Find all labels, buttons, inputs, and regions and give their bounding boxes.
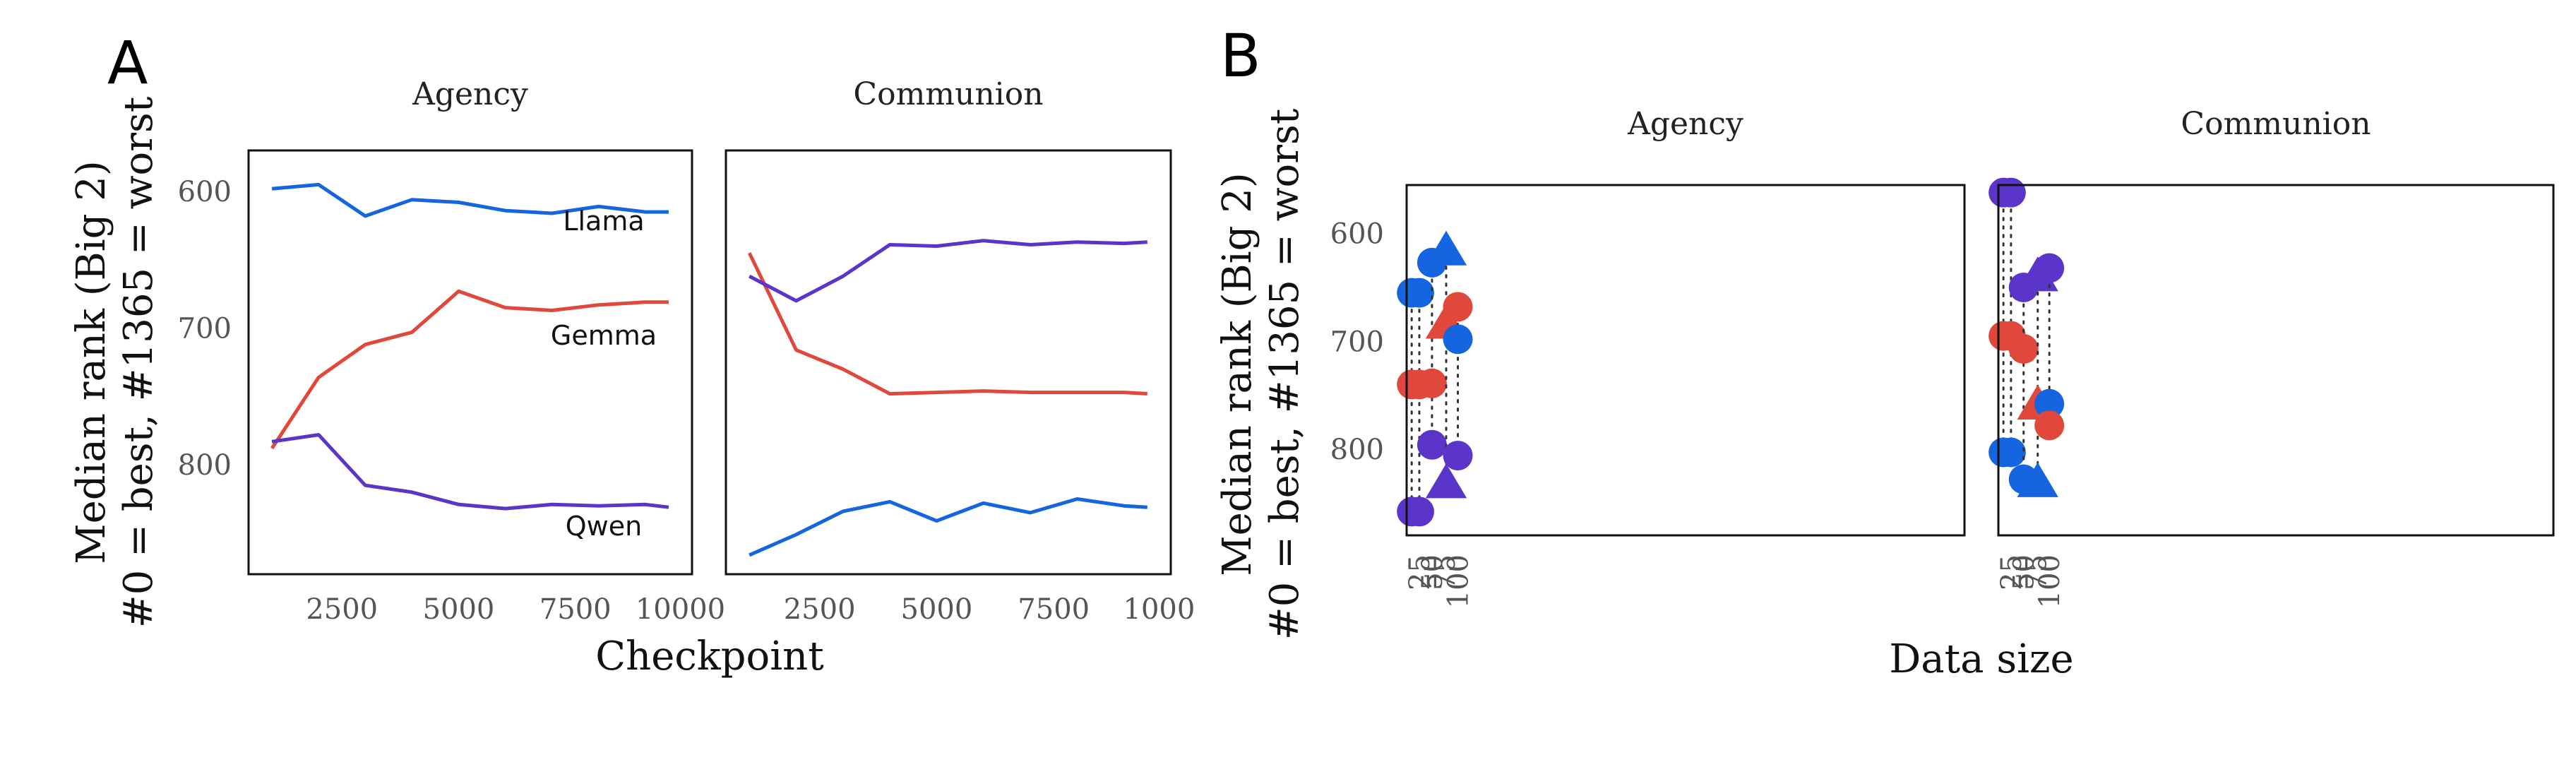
panel-b-agency-point-gemma-x50 bbox=[1417, 368, 1447, 398]
panel-b-agency-point-qwen-x78 bbox=[1425, 463, 1467, 499]
panel-a-agency-x-tick-7500: 7500 bbox=[539, 593, 612, 626]
panel-b-agency-point-qwen-x25 bbox=[1404, 497, 1434, 527]
panel-a: A Agency 2500 5000 7500 10000 600 700 800 Llama G… bbox=[68, 28, 1195, 679]
panel-a-communion-x-tick-7500: 7500 bbox=[1018, 593, 1090, 626]
panel-a-agency-frame bbox=[247, 149, 693, 576]
panel-b-agency-point-gemma-x101 bbox=[1443, 292, 1473, 322]
panel-b-y-axis-title: Median rank (Big 2) bbox=[1215, 172, 1260, 576]
panel-a-agency-x-tick-5000: 5000 bbox=[423, 593, 495, 626]
panel-b-agency-x-tick-50: 50 bbox=[1417, 554, 1449, 590]
panel-b-communion-point-llama-x78 bbox=[2017, 462, 2058, 497]
panel-a-y-tick-800: 800 bbox=[178, 449, 232, 482]
panel-b-communion-point-gemma-x50 bbox=[2008, 333, 2039, 364]
panel-a-y-axis-title: Median rank (Big 2) bbox=[68, 160, 114, 564]
panel-b-y-tick-700: 700 bbox=[1330, 326, 1384, 358]
panel-a-agency-line-llama bbox=[271, 182, 669, 218]
panel-b-agency-point-llama-x25 bbox=[1404, 278, 1434, 308]
panel-b-communion-point-llama-x101 bbox=[2034, 388, 2065, 419]
panel-a-line-label-llama: Llama bbox=[563, 206, 644, 237]
panel-b-communion-frame bbox=[1997, 184, 2555, 537]
panel-a-y-tick-600: 600 bbox=[178, 176, 232, 208]
panel-b-agency-point-qwen-x101 bbox=[1443, 441, 1473, 471]
panel-a-agency-line-qwen bbox=[271, 433, 669, 511]
panel-a-facet-title-communion: Communion bbox=[853, 76, 1043, 112]
panel-a-communion-line-llama bbox=[749, 497, 1147, 557]
panel-b-communion-x-tick-100: 100 bbox=[2034, 554, 2066, 608]
panel-a-communion-frame bbox=[724, 149, 1172, 576]
panel-b-facet-title-agency: Agency bbox=[1627, 106, 1743, 142]
panel-b-agency-point-llama-x78 bbox=[1425, 230, 1467, 266]
panel-a-agency-line-gemma bbox=[270, 289, 669, 450]
panel-b-communion-point-llama-x25 bbox=[1996, 437, 2026, 468]
panel-b-y-axis-subtitle: #0 = best, #1365 = worst bbox=[1262, 108, 1308, 640]
panel-a-line-label-qwen: Qwen bbox=[566, 511, 642, 542]
panel-b-communion-point-gemma-x101 bbox=[2034, 410, 2065, 441]
panel-a-x-axis-title: Checkpoint bbox=[595, 634, 824, 679]
panel-a-y-tick-700: 700 bbox=[178, 313, 232, 345]
panel-b-communion-x-tick-50: 50 bbox=[2008, 554, 2041, 590]
panel-a-communion-line-gemma bbox=[747, 252, 1147, 396]
panel-a-communion-x-tick-5000: 5000 bbox=[901, 593, 973, 626]
panel-b: B Agency255075100600700800Communion25507… bbox=[1215, 21, 2555, 682]
panel-a-y-axis-subtitle: #0 = best, #1365 = worst bbox=[116, 96, 162, 628]
panel-b-agency-point-qwen-x50 bbox=[1417, 429, 1447, 460]
panel-b-agency-point-llama-x101 bbox=[1443, 324, 1473, 355]
panel-a-line-label-gemma: Gemma bbox=[551, 320, 657, 351]
panel-b-agency-frame bbox=[1405, 184, 1966, 537]
panel-b-communion-point-qwen-x101 bbox=[2034, 253, 2065, 283]
panel-b-y-tick-800: 800 bbox=[1330, 434, 1384, 466]
panel-b-agency-x-tick-75: 75 bbox=[1429, 554, 1462, 590]
panel-b-agency-x-tick-100: 100 bbox=[1443, 554, 1475, 608]
panel-a-communion-x-tick-2500: 2500 bbox=[784, 593, 856, 626]
panel-b-y-tick-600: 600 bbox=[1330, 218, 1384, 251]
panel-a-facet-title-agency: Agency bbox=[412, 76, 528, 112]
panel-b-communion-x-tick-25: 25 bbox=[1996, 554, 2028, 590]
panel-b-communion-point-qwen-x25 bbox=[1996, 177, 2026, 208]
panel-letter-b: B bbox=[1220, 21, 1261, 90]
panel-a-communion-x-tick-1000: 1000 bbox=[1123, 593, 1195, 626]
panel-b-communion-x-tick-75: 75 bbox=[2021, 554, 2053, 590]
panel-a-agency-x-tick-10000: 10000 bbox=[636, 593, 725, 626]
panel-a-agency-x-tick-2500: 2500 bbox=[306, 593, 378, 626]
panel-b-facet-title-communion: Communion bbox=[2181, 106, 2371, 142]
panel-letter-a: A bbox=[107, 28, 148, 97]
panel-a-communion-line-qwen bbox=[749, 239, 1147, 303]
panel-b-agency-x-tick-25: 25 bbox=[1404, 554, 1436, 590]
panel-b-x-axis-title: Data size bbox=[1889, 636, 2073, 682]
